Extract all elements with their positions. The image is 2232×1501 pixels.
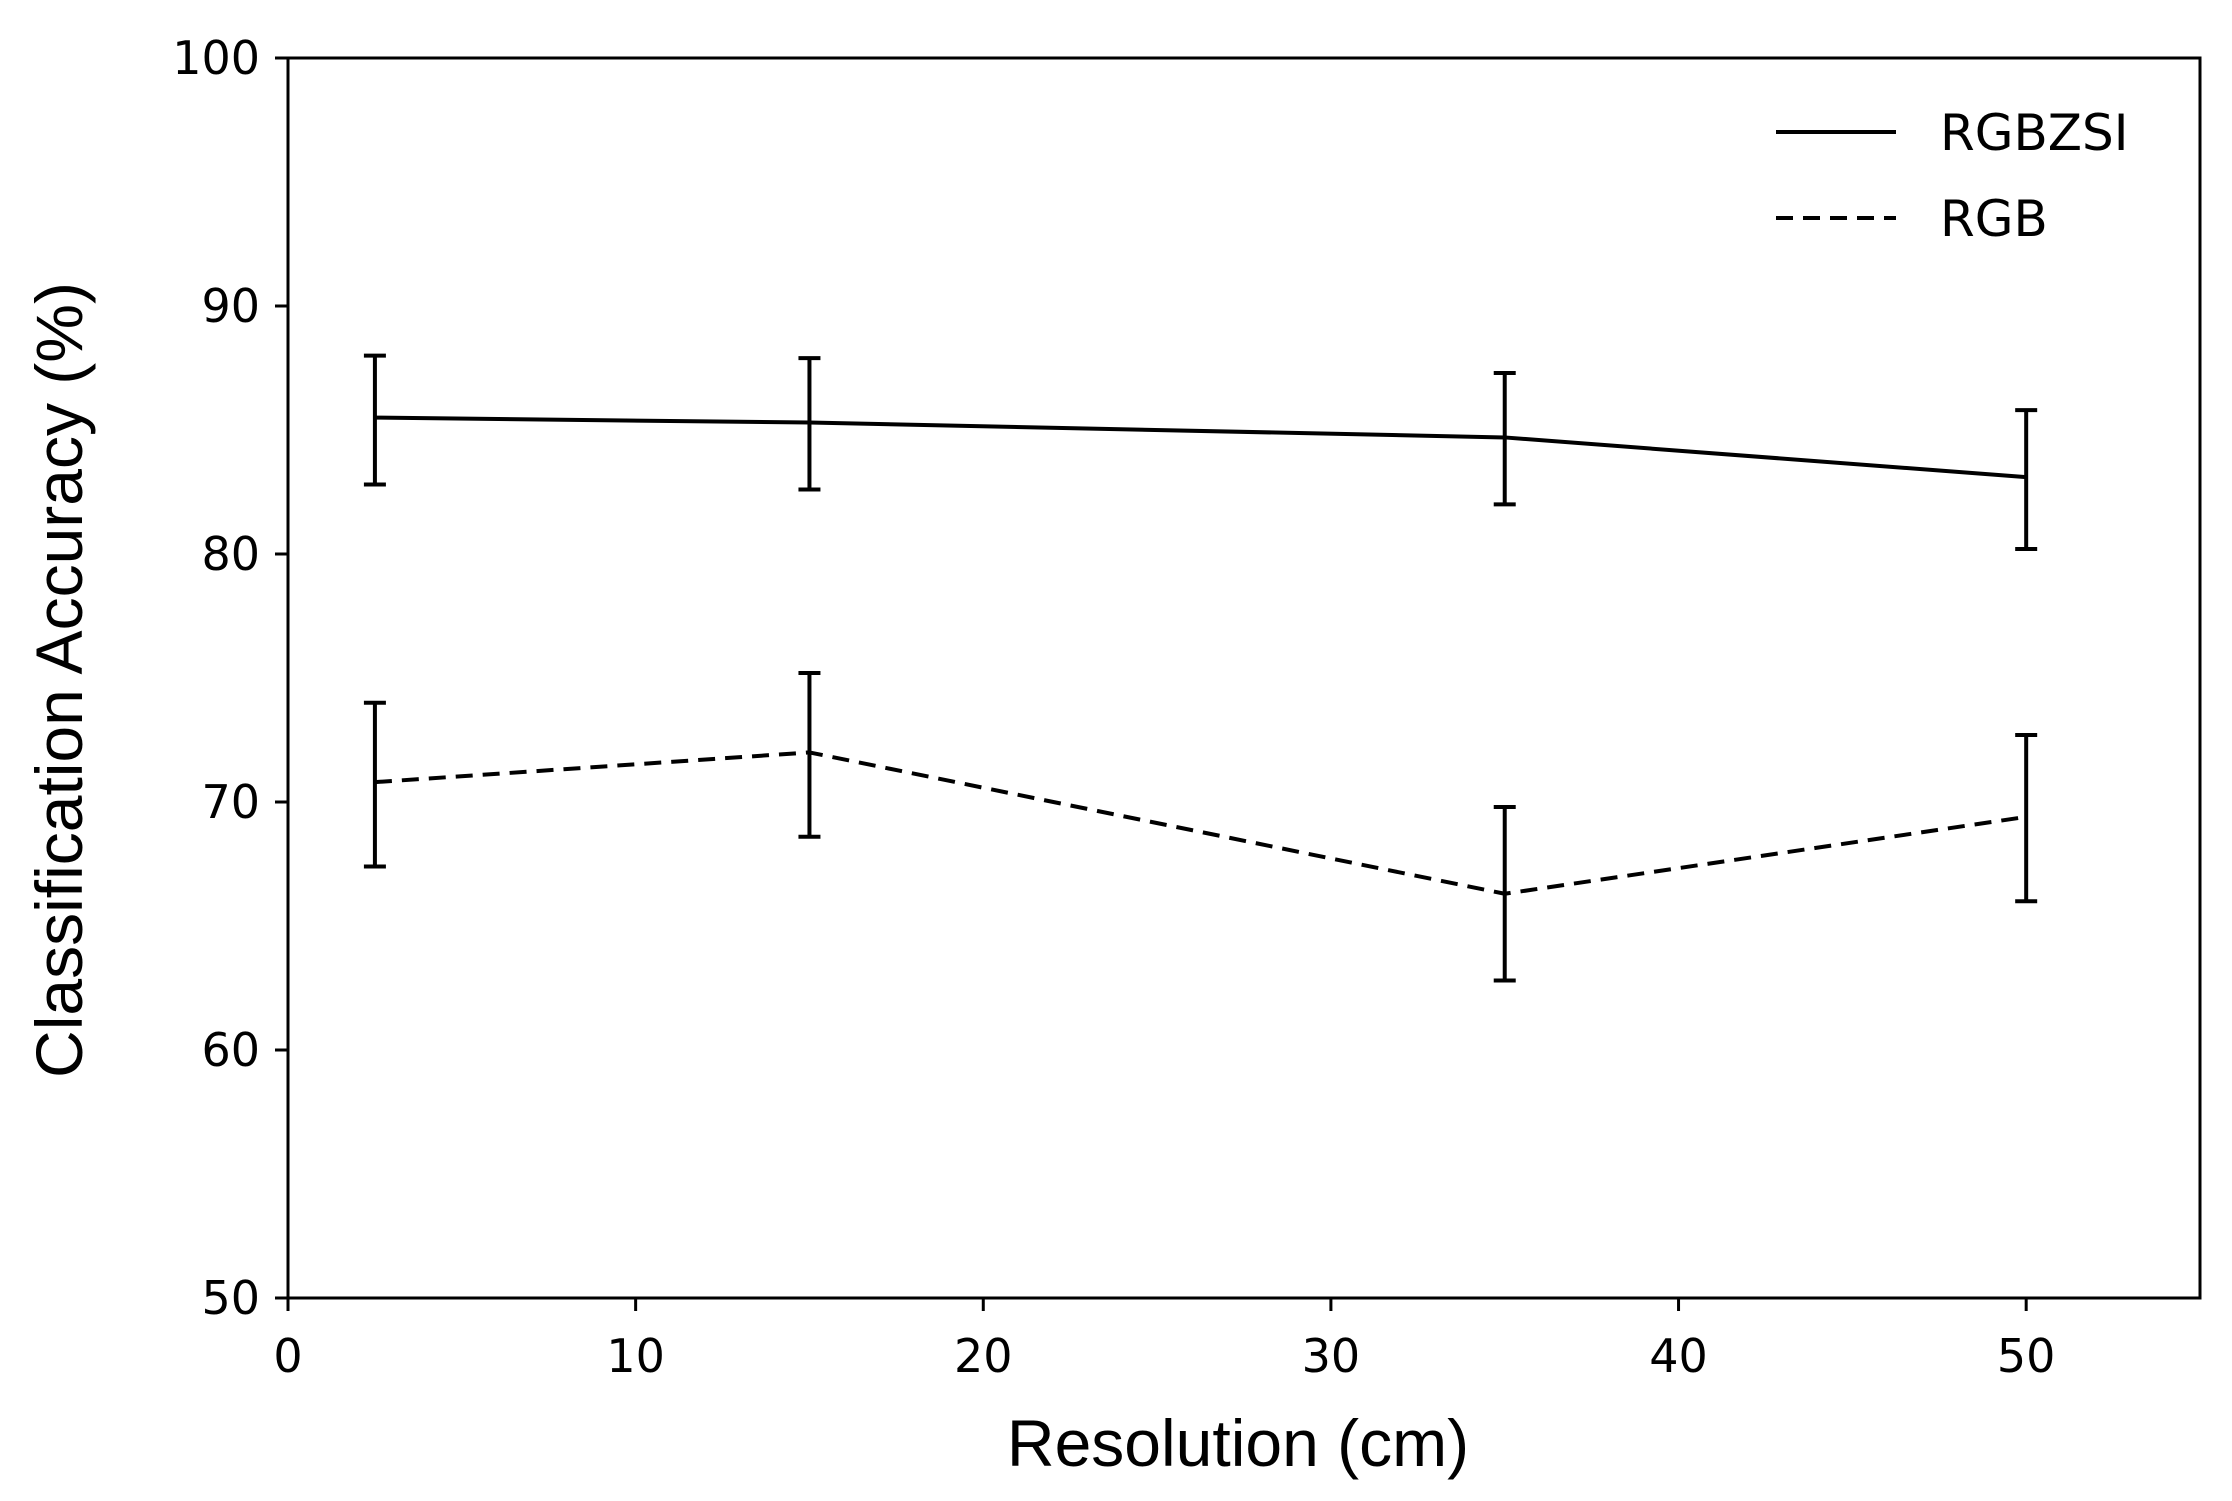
y-axis-label: Classification Accuracy (%) [22,282,96,1078]
y-axis-ticks: 50 60 70 80 90 100 [172,31,288,1325]
y-tick-label: 60 [201,1023,260,1077]
error-bar-rgb [2015,733,2038,904]
error-bar-rgbzsi [798,356,821,492]
error-bar-rgb [1493,804,1516,983]
series-line-rgbzsi [374,415,2027,480]
legend-label-rgb: RGB [1940,190,2048,248]
error-bar-rgbzsi [2015,408,2038,552]
x-tick-label: 50 [1997,1329,2056,1383]
plot-frame [286,56,2202,1300]
plot-area [286,56,2202,1300]
x-tick-label: 40 [1649,1329,1708,1383]
y-tick-label: 100 [172,31,260,85]
series-layer [363,353,2038,983]
x-tick-label: 10 [606,1329,665,1383]
y-tick-label: 70 [201,775,260,829]
error-bar-rgb [363,700,386,869]
legend-label-rgbzsi: RGBZSI [1940,104,2129,162]
series-rgbzsi [363,353,2038,552]
legend: RGBZSI RGB [1776,104,2129,248]
series-line-rgb [374,750,2027,896]
x-tick-label: 0 [273,1329,302,1383]
series-rgb [363,671,2038,983]
x-tick-label: 20 [954,1329,1013,1383]
error-bar-rgbzsi [363,353,386,487]
y-tick-label: 90 [201,279,260,333]
x-axis-label: Resolution (cm) [1007,1406,1469,1480]
error-bar-rgb [798,671,821,839]
x-tick-label: 30 [1302,1329,1361,1383]
x-axis-ticks: 0 10 20 30 40 50 [273,1298,2055,1383]
y-tick-label: 80 [201,527,260,581]
error-bar-rgbzsi [1493,370,1516,507]
y-tick-label: 50 [201,1271,260,1325]
